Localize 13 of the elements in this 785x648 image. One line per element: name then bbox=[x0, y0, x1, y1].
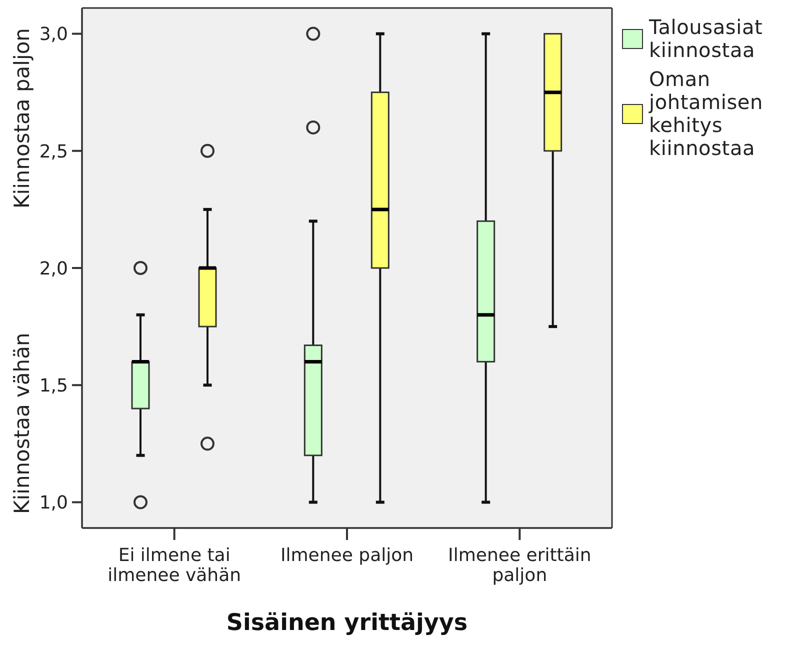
text: Kiinnostaa paljon bbox=[10, 28, 34, 209]
legend-label: Talousasiat kiinnostaa bbox=[649, 15, 764, 62]
legend-label: Oman johtamisen kehitys kiinnostaa bbox=[649, 67, 764, 160]
x-tick-label: Ei ilmene tai ilmenee vähän bbox=[108, 544, 242, 586]
x-axis-title: Sisäinen yrittäjyys bbox=[225, 609, 469, 637]
x-tick-label: Ilmenee erittäin paljon bbox=[448, 544, 592, 586]
y-tick-label: 1,0 bbox=[39, 492, 68, 514]
y-tick-label: 1,5 bbox=[39, 376, 68, 397]
text: Kiinnostaa vähän bbox=[10, 332, 34, 514]
y-tick-label: 2,5 bbox=[39, 141, 68, 162]
y-tick-label: 3,0 bbox=[39, 24, 68, 46]
x-tick-label: Ilmenee paljon bbox=[280, 544, 414, 566]
y-tick-label: 2,0 bbox=[39, 258, 68, 280]
